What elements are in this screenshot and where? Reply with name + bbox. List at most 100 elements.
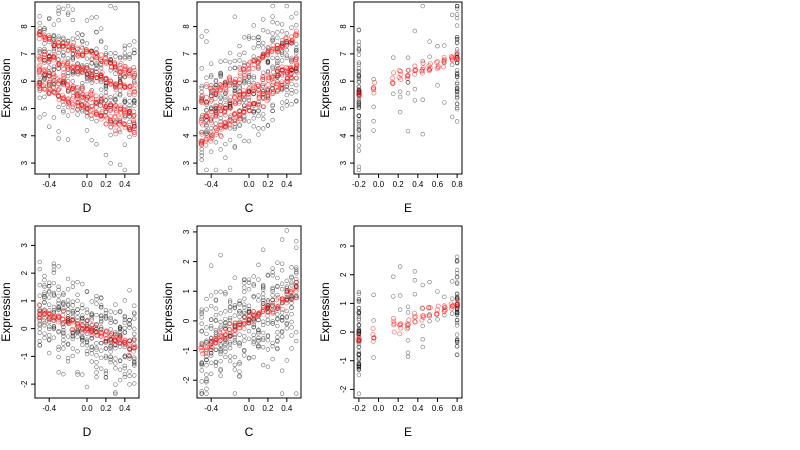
- data-point: [242, 305, 247, 310]
- data-point: [75, 349, 80, 354]
- data-point: [127, 119, 132, 125]
- data-point: [260, 282, 266, 288]
- data-point: [454, 15, 460, 21]
- data-point: [204, 75, 209, 80]
- data-point: [289, 275, 294, 281]
- x-tick-label: 0.4: [281, 180, 293, 189]
- data-point: [127, 288, 132, 293]
- fitted-point: [102, 77, 108, 83]
- fitted-point: [50, 42, 56, 48]
- fitted-point: [122, 121, 128, 127]
- data-point: [356, 362, 362, 367]
- data-point: [42, 294, 47, 299]
- data-point: [61, 333, 66, 339]
- fitted-point: [442, 304, 448, 310]
- data-point: [42, 331, 47, 336]
- data-point: [113, 5, 118, 11]
- data-point: [454, 70, 460, 76]
- data-point: [117, 341, 123, 346]
- data-point: [284, 326, 290, 331]
- fitted-point: [132, 82, 138, 88]
- data-point: [108, 132, 113, 138]
- data-point: [246, 34, 252, 39]
- fitted-point: [70, 102, 76, 108]
- data-point: [70, 309, 76, 314]
- fitted-point: [97, 72, 103, 78]
- data-point: [199, 157, 204, 163]
- data-point: [223, 141, 228, 147]
- data-point: [246, 73, 252, 78]
- y-tick-label: 2: [339, 272, 348, 277]
- fitted-point: [50, 317, 56, 323]
- fitted-point: [36, 70, 42, 76]
- fitted-point: [250, 309, 256, 315]
- data-point: [98, 296, 104, 301]
- x-tick-label: 0.0: [373, 180, 385, 189]
- fitted-point: [70, 83, 76, 89]
- data-point: [56, 79, 61, 84]
- data-point: [37, 321, 42, 326]
- fitted-point: [396, 67, 402, 73]
- data-point: [208, 353, 214, 358]
- y-tick-label: 7: [339, 51, 348, 56]
- data-point: [113, 50, 118, 56]
- fitted-point: [199, 97, 205, 103]
- data-point: [56, 8, 61, 14]
- data-point: [356, 164, 362, 170]
- data-point: [46, 65, 52, 70]
- data-point: [232, 362, 238, 367]
- fitted-point: [203, 99, 209, 105]
- fitted-point: [126, 352, 132, 358]
- fitted-point: [293, 75, 299, 81]
- data-point: [46, 324, 52, 329]
- data-point: [294, 277, 299, 282]
- data-point: [84, 56, 90, 62]
- fitted-point: [293, 286, 299, 292]
- x-axis-title: D: [83, 425, 92, 439]
- data-point: [227, 300, 233, 305]
- data-point: [89, 312, 94, 317]
- data-point: [223, 341, 228, 346]
- data-point: [127, 103, 132, 108]
- fitted-point: [274, 46, 280, 52]
- data-point: [132, 311, 137, 317]
- fitted-point: [212, 125, 218, 131]
- data-point: [61, 110, 66, 115]
- data-point: [122, 51, 128, 56]
- data-point: [279, 237, 285, 242]
- fitted-point: [391, 315, 397, 321]
- data-point: [122, 314, 128, 320]
- data-point: [242, 35, 247, 40]
- data-point: [289, 333, 294, 338]
- data-point: [279, 286, 285, 292]
- data-point: [242, 138, 247, 144]
- fitted-point: [36, 56, 42, 62]
- data-point: [46, 326, 52, 332]
- data-point: [356, 391, 362, 396]
- data-point: [412, 278, 418, 283]
- data-point: [113, 382, 118, 387]
- data-point: [427, 54, 432, 59]
- data-point: [80, 302, 85, 307]
- data-point: [275, 63, 280, 68]
- data-point: [61, 50, 66, 55]
- data-point: [218, 326, 223, 331]
- fitted-point: [455, 303, 461, 309]
- data-point: [122, 97, 128, 102]
- fitted-point: [123, 64, 129, 70]
- data-point: [237, 43, 242, 49]
- data-point: [103, 86, 109, 91]
- data-point: [256, 335, 261, 341]
- data-point: [356, 311, 362, 316]
- y-tick-label: 5: [339, 106, 348, 111]
- data-point: [117, 55, 123, 61]
- data-point: [103, 355, 109, 360]
- data-point: [454, 259, 460, 264]
- data-point: [65, 316, 71, 321]
- fitted-point: [218, 134, 224, 140]
- data-point: [284, 308, 290, 314]
- fitted-point: [370, 326, 376, 332]
- data-point: [454, 68, 460, 73]
- y-tick-label: 0: [20, 326, 29, 331]
- data-point: [65, 359, 71, 364]
